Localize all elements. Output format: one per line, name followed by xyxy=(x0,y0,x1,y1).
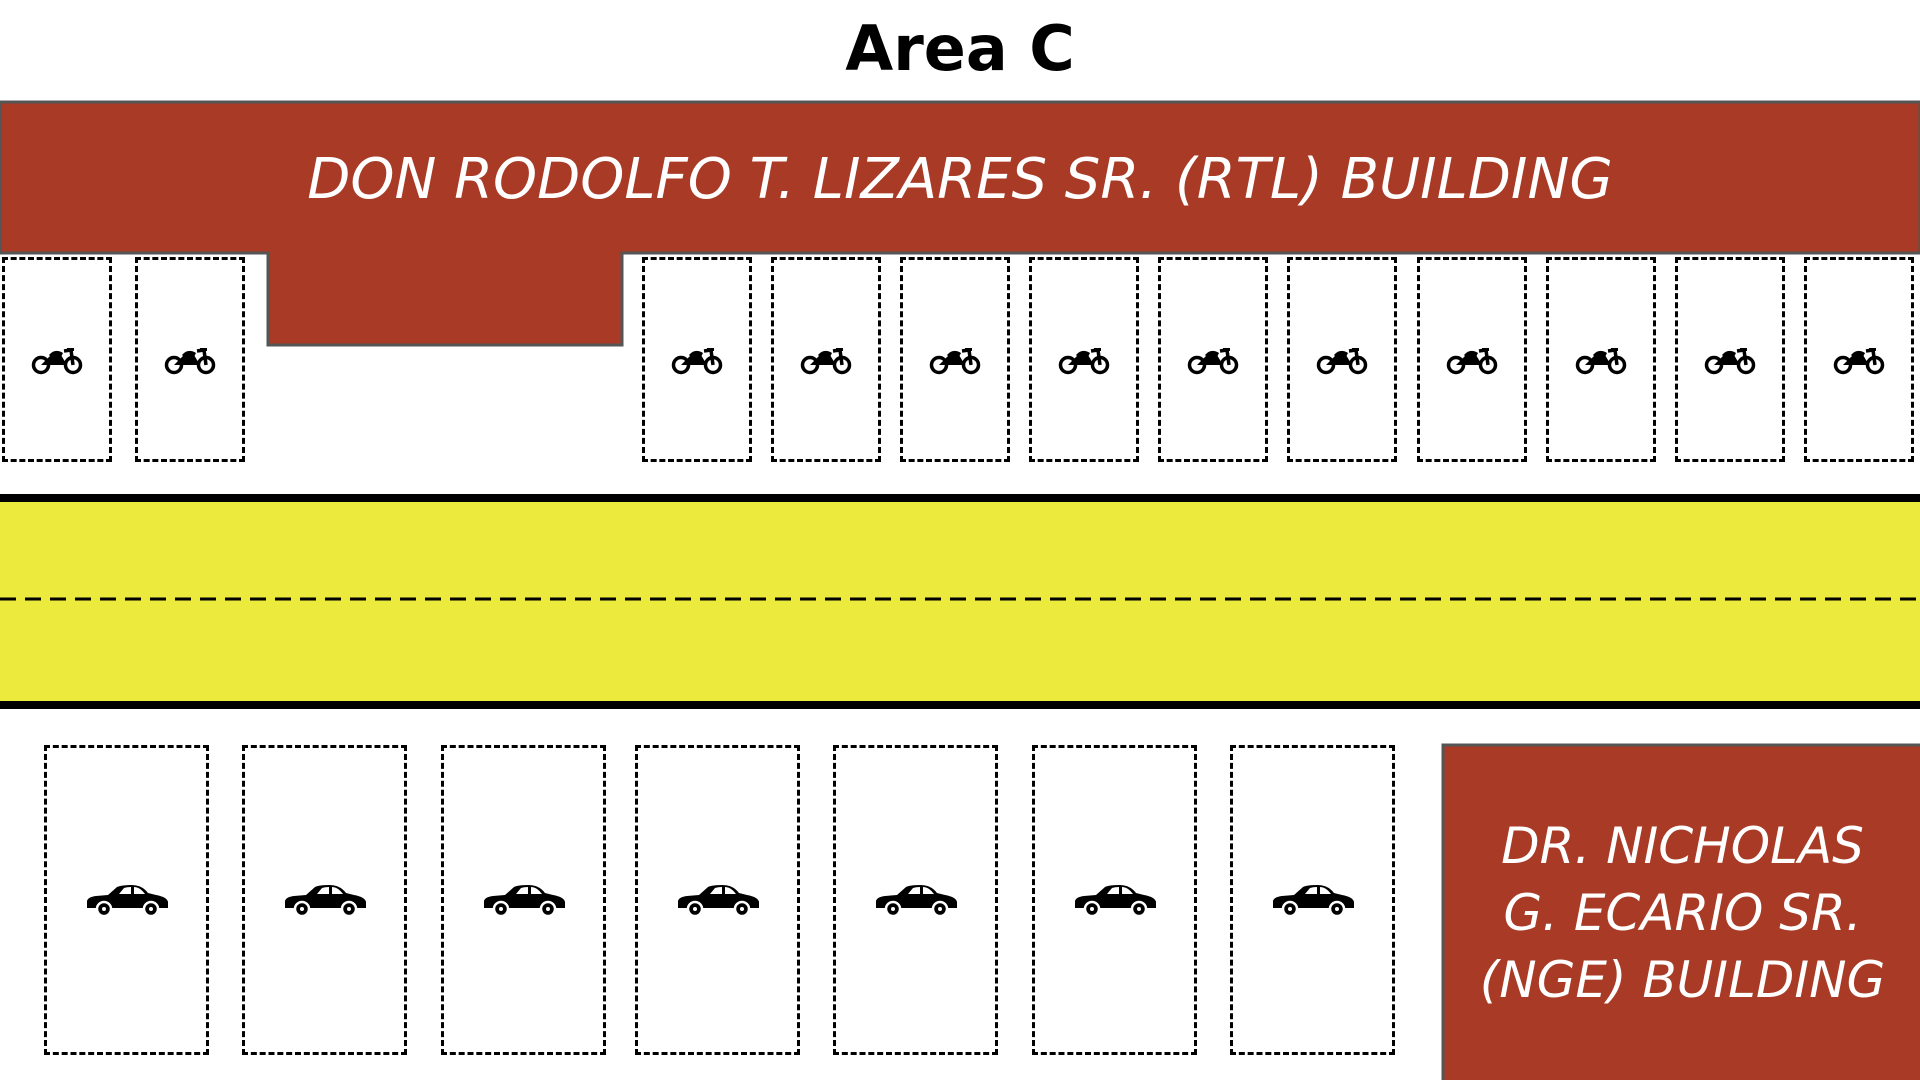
road xyxy=(0,498,1920,705)
motorcycle-spot xyxy=(1158,257,1268,462)
car-icon xyxy=(873,883,959,917)
motorcycle-icon xyxy=(929,345,981,375)
car-icon xyxy=(481,883,567,917)
area-title: Area C xyxy=(845,12,1075,85)
motorcycle-spot xyxy=(1029,257,1139,462)
car-spot xyxy=(833,745,998,1055)
motorcycle-spot xyxy=(1417,257,1527,462)
motorcycle-icon xyxy=(31,345,83,375)
nge-name-line-3: (NGE) BUILDING xyxy=(1479,951,1886,1009)
motorcycle-spot xyxy=(1287,257,1397,462)
motorcycle-icon xyxy=(1058,345,1110,375)
car-spot xyxy=(441,745,606,1055)
motorcycle-spot xyxy=(135,257,245,462)
car-icon xyxy=(1072,883,1158,917)
car-spot xyxy=(1032,745,1197,1055)
car-spot xyxy=(44,745,209,1055)
car-spot xyxy=(635,745,800,1055)
motorcycle-icon xyxy=(1446,345,1498,375)
motorcycle-icon xyxy=(671,345,723,375)
motorcycle-spot xyxy=(1804,257,1914,462)
car-spot xyxy=(242,745,407,1055)
rtl-building-name: DON RODOLFO T. LIZARES SR. (RTL) BUILDIN… xyxy=(307,147,1613,212)
motorcycle-spot xyxy=(771,257,881,462)
nge-building-name: DR. NICHOLAS G. ECARIO SR. (NGE) BUILDIN… xyxy=(1445,813,1920,1014)
car-icon xyxy=(282,883,368,917)
nge-name-line-2: G. ECARIO SR. xyxy=(1503,884,1862,942)
nge-name-line-1: DR. NICHOLAS xyxy=(1501,817,1864,875)
motorcycle-spot xyxy=(2,257,112,462)
motorcycle-icon xyxy=(1187,345,1239,375)
motorcycle-icon xyxy=(164,345,216,375)
car-icon xyxy=(84,883,170,917)
car-icon xyxy=(675,883,761,917)
motorcycle-icon xyxy=(1575,345,1627,375)
car-spot xyxy=(1230,745,1395,1055)
motorcycle-icon xyxy=(800,345,852,375)
motorcycle-icon xyxy=(1833,345,1885,375)
motorcycle-spot xyxy=(1675,257,1785,462)
motorcycle-icon xyxy=(1704,345,1756,375)
car-icon xyxy=(1270,883,1356,917)
motorcycle-spot xyxy=(900,257,1010,462)
motorcycle-spot xyxy=(1546,257,1656,462)
nge-building xyxy=(1441,743,1920,1080)
motorcycle-icon xyxy=(1316,345,1368,375)
rtl-building xyxy=(0,100,1920,347)
motorcycle-spot xyxy=(642,257,752,462)
